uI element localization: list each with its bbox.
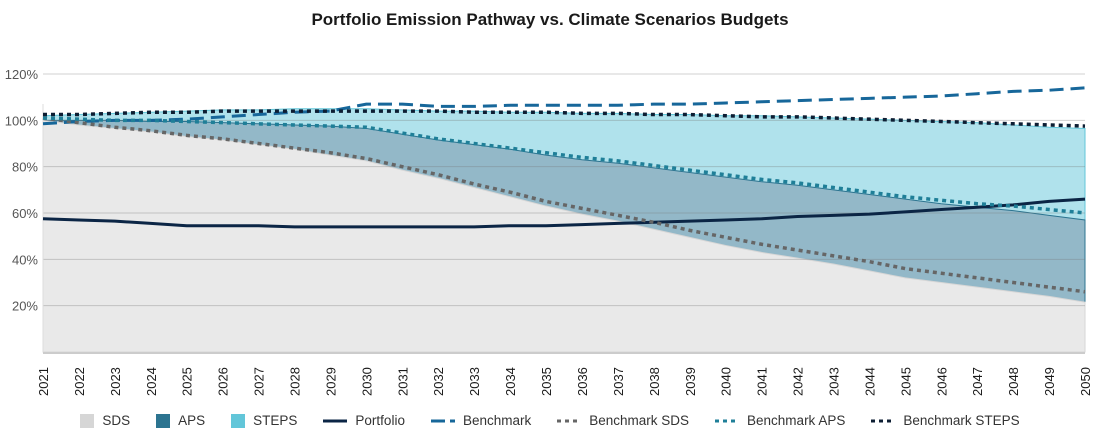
legend-item-sds[interactable]: SDS bbox=[80, 413, 130, 428]
legend-item-aps[interactable]: APS bbox=[156, 413, 205, 428]
line-layer bbox=[42, 86, 1086, 294]
x-tick-label: 2036 bbox=[575, 367, 590, 396]
legend-swatch bbox=[323, 419, 348, 422]
x-axis: 2021 2022 2023 2024 2025 2026 2027 2028 2029 2030… bbox=[36, 367, 1093, 396]
chart-legend: SDS APS STEPS Portfolio Benchmark Benchmark S… bbox=[0, 413, 1100, 428]
x-tick-label: 2033 bbox=[467, 367, 482, 396]
legend-label: Benchmark SDS bbox=[589, 413, 690, 428]
x-tick-label: 2041 bbox=[755, 367, 770, 396]
x-tick-label: 2024 bbox=[144, 367, 159, 396]
x-tick-label: 2025 bbox=[180, 367, 195, 396]
y-tick-label: 40% bbox=[12, 252, 38, 267]
legend-swatch bbox=[557, 419, 582, 422]
x-tick-label: 2042 bbox=[791, 367, 806, 396]
x-tick-label: 2050 bbox=[1078, 367, 1093, 396]
legend-item-benchmark-steps[interactable]: Benchmark STEPS bbox=[871, 413, 1020, 428]
x-tick-label: 2037 bbox=[611, 367, 626, 396]
x-tick-label: 2046 bbox=[934, 367, 949, 396]
x-tick-label: 2031 bbox=[395, 367, 410, 396]
y-axis: 20% 40% 60% 80% 100% 120% bbox=[5, 67, 39, 314]
x-tick-label: 2044 bbox=[862, 367, 877, 396]
legend-label: APS bbox=[178, 413, 206, 428]
area-sds bbox=[42, 119, 1086, 353]
legend-label: STEPS bbox=[253, 413, 298, 428]
x-tick-label: 2029 bbox=[323, 367, 338, 396]
legend-item-portfolio[interactable]: Portfolio bbox=[323, 413, 405, 428]
legend-label: Benchmark STEPS bbox=[903, 413, 1020, 428]
series-line-benchmark-steps bbox=[43, 109, 1086, 128]
legend-swatch bbox=[430, 419, 455, 422]
x-tick-label: 2022 bbox=[72, 367, 87, 396]
legend-swatch bbox=[231, 413, 246, 428]
series-line-benchmark-aps bbox=[42, 116, 1086, 215]
x-tick-label: 2021 bbox=[36, 367, 51, 396]
x-tick-label: 2026 bbox=[216, 367, 231, 396]
legend-label: SDS bbox=[102, 413, 131, 428]
y-tick-label: 80% bbox=[12, 160, 38, 175]
x-tick-label: 2048 bbox=[1006, 367, 1021, 396]
y-tick-label: 120% bbox=[5, 67, 39, 82]
grid-layer bbox=[42, 73, 1085, 354]
legend-label: Benchmark APS bbox=[747, 413, 846, 428]
y-tick-label: 100% bbox=[5, 113, 39, 128]
x-tick-label: 2027 bbox=[252, 367, 267, 396]
legend-swatch bbox=[156, 413, 171, 428]
x-tick-label: 2034 bbox=[503, 367, 518, 396]
chart-title: Portfolio Emission Pathway vs. Climate S… bbox=[311, 10, 789, 29]
x-tick-label: 2040 bbox=[719, 367, 734, 396]
legend-label: Benchmark bbox=[462, 413, 532, 428]
area-layer bbox=[42, 108, 1086, 353]
y-tick-label: 60% bbox=[12, 206, 38, 221]
x-tick-label: 2023 bbox=[108, 367, 123, 396]
legend-label: Portfolio bbox=[355, 413, 405, 428]
series-line-benchmark bbox=[42, 86, 1086, 126]
legend-item-benchmark[interactable]: Benchmark bbox=[430, 413, 532, 428]
legend-swatch bbox=[80, 413, 95, 428]
x-tick-label: 2028 bbox=[288, 367, 303, 396]
x-tick-label: 2043 bbox=[826, 367, 841, 396]
x-tick-label: 2045 bbox=[898, 367, 913, 396]
x-tick-label: 2038 bbox=[647, 367, 662, 396]
x-tick-label: 2039 bbox=[683, 367, 698, 396]
legend-swatch bbox=[871, 419, 896, 422]
legend-item-benchmark-aps[interactable]: Benchmark APS bbox=[715, 413, 845, 428]
x-tick-label: 2035 bbox=[539, 367, 554, 396]
x-tick-label: 2030 bbox=[359, 367, 374, 396]
y-tick-label: 20% bbox=[12, 299, 38, 314]
legend-swatch bbox=[715, 419, 740, 422]
x-tick-label: 2047 bbox=[970, 367, 985, 396]
legend-item-benchmark-sds[interactable]: Benchmark SDS bbox=[557, 413, 689, 428]
series-line-portfolio bbox=[42, 197, 1086, 229]
legend-item-steps[interactable]: STEPS bbox=[231, 413, 297, 428]
x-tick-label: 2049 bbox=[1042, 367, 1057, 396]
series-line-benchmark-sds bbox=[42, 116, 1086, 294]
x-tick-label: 2032 bbox=[431, 367, 446, 396]
